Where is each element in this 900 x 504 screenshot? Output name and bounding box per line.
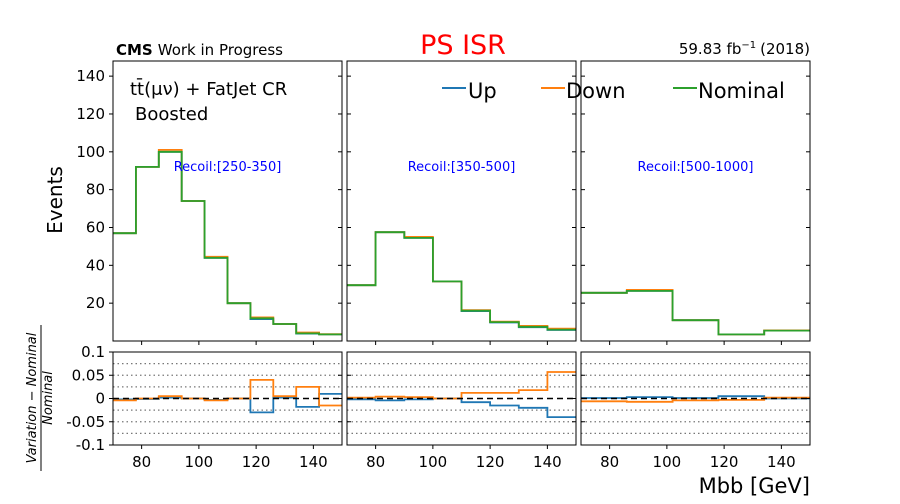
panel-1: Recoil:[250-350] 80 100 120 140 20 40 60 80 100 12… — [66, 60, 343, 471]
y-tick-label: 140 — [76, 67, 105, 85]
x-tick-label: 120 — [710, 453, 739, 471]
series-up-line — [113, 150, 342, 336]
x-tick-label: 140 — [533, 453, 562, 471]
y-tick-label: 120 — [76, 105, 105, 123]
ratio-label-denominator: Nominal — [41, 371, 56, 425]
series-up-line — [581, 290, 810, 336]
x-tick-label: 140 — [767, 453, 796, 471]
top-series-group — [347, 231, 576, 331]
y-axis-label-top: Events — [43, 166, 67, 234]
top-series-group — [581, 289, 810, 336]
lumi-label: 59.83 fb−1 (2018) — [679, 40, 810, 58]
y-tick-label: 100 — [76, 143, 105, 161]
panel-recoil-label: Recoil:[250-350] — [174, 160, 282, 175]
ratio-y-tick-label: -0.1 — [76, 436, 105, 454]
cms-label: CMS Work in Progress — [116, 41, 283, 59]
legend-label-down: Down — [566, 79, 626, 103]
top-axes-frame — [580, 60, 811, 342]
ratio-y-tick-label: 0 — [95, 390, 105, 408]
series-nominal-line — [347, 231, 576, 331]
ratio-down-line — [347, 371, 576, 400]
series-down-line — [581, 289, 810, 336]
ratio-up-line — [347, 397, 576, 418]
top-axes-frame — [112, 60, 343, 342]
x-tick-label: 80 — [366, 453, 385, 471]
legend-label-nominal: Nominal — [698, 79, 785, 103]
series-down-line — [347, 231, 576, 330]
ratio-y-tick-label: 0.1 — [81, 343, 105, 361]
x-tick-label: 100 — [653, 453, 682, 471]
x-tick-label: 140 — [299, 453, 328, 471]
series-nominal-line — [113, 150, 342, 336]
x-axis-label: Mbb [GeV] — [699, 474, 810, 498]
ratio-down-line — [113, 379, 342, 407]
series-nominal-line — [581, 290, 810, 336]
x-tick-label: 120 — [242, 453, 271, 471]
region-label: tt̄(μν) + FatJet CR — [130, 78, 287, 100]
panel-recoil-label: Recoil:[350-500] — [408, 160, 516, 175]
series-down-line — [113, 149, 342, 336]
x-tick-label: 120 — [476, 453, 505, 471]
region-sublabel: Boosted — [135, 104, 208, 125]
ratio-y-tick-label: -0.05 — [66, 413, 105, 431]
y-tick-label: 60 — [86, 218, 105, 236]
y-tick-label: 80 — [86, 181, 105, 199]
top-series-group — [113, 149, 342, 336]
y-tick-label: 40 — [86, 256, 105, 274]
panel-recoil-label: Recoil:[500-1000] — [638, 160, 754, 175]
panels-group: Recoil:[250-350] 80 100 120 140 20 40 60 80 100 12… — [66, 60, 811, 471]
legend: Up Down Nominal — [442, 79, 785, 103]
x-tick-label: 80 — [132, 453, 151, 471]
y-tick-label: 20 — [86, 294, 105, 312]
y-axis-label-bottom: Variation − Nominal Nominal — [25, 325, 56, 471]
ratio-label-numerator: Variation − Nominal — [25, 332, 40, 463]
x-tick-label: 80 — [600, 453, 619, 471]
ratio-y-tick-label: 0.05 — [72, 366, 105, 384]
top-axes-frame — [346, 60, 577, 342]
ratio-series-group — [113, 379, 342, 414]
panel-2: Recoil:[350-500] 80 100 120 140 — [346, 60, 577, 471]
x-tick-label: 100 — [419, 453, 448, 471]
legend-label-up: Up — [468, 79, 497, 103]
x-tick-label: 100 — [185, 453, 214, 471]
chart-title: PS ISR — [420, 30, 506, 61]
panel-3: Recoil:[500-1000] 80 100 120 140 — [580, 60, 811, 471]
